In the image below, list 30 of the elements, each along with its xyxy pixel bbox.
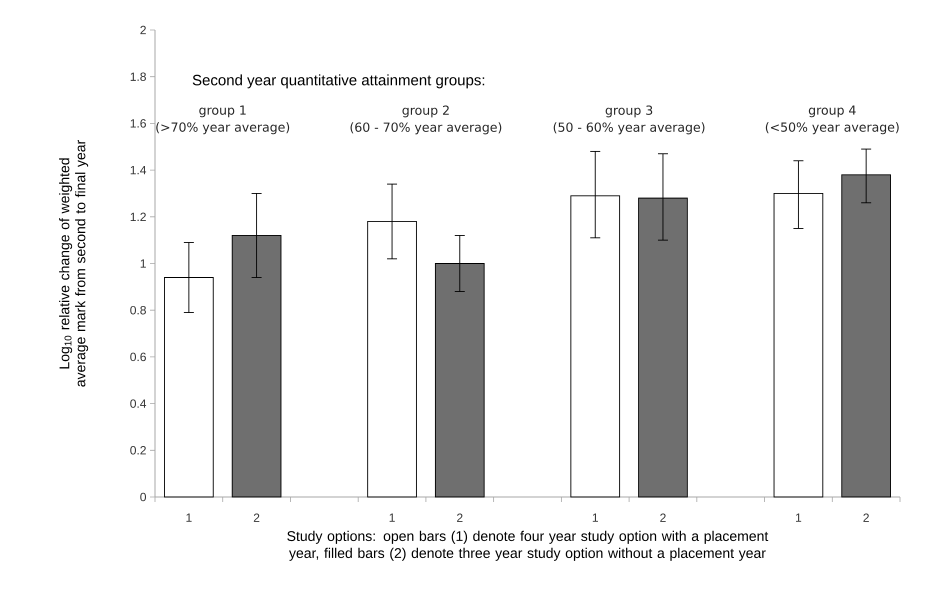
y-tick-label: 0 <box>140 492 146 502</box>
annotation: (60 - 70% year average) <box>350 122 502 134</box>
annotation: group 1 <box>199 106 246 118</box>
x-tick-label: 1 <box>186 514 192 522</box>
y-tick-label: 1.4 <box>130 166 146 174</box>
y-tick-label: 1 <box>140 259 146 268</box>
annotation: (<50% year average) <box>766 122 899 134</box>
annotation: (>70% year average) <box>156 122 290 134</box>
annotation: group 4 <box>808 106 856 118</box>
x-tick-label: 2 <box>660 514 666 522</box>
x-axis-title: Study options: open bars (1) denote four year study option with a placement year, filled bars (2) denote three year study option without a placement year <box>287 530 768 561</box>
y-tick-label: 0.4 <box>130 399 146 408</box>
y-tick-label: 2 <box>140 26 146 34</box>
y-tick-label: 1.8 <box>130 72 146 81</box>
y-tick-label: 1.6 <box>130 119 146 128</box>
x-tick-label: 2 <box>254 514 260 522</box>
x-tick-label: 1 <box>390 514 395 522</box>
x-tick-label: 2 <box>457 514 463 522</box>
x-tick-label: 1 <box>592 514 598 522</box>
y-tick-label: 0.6 <box>130 352 146 362</box>
annotation: (50 - 60% year average) <box>554 122 704 134</box>
x-tick-label: 1 <box>796 514 802 522</box>
y-tick-label: 0.2 <box>130 446 146 455</box>
y-axis-title: Log$_{10}$ relative change of weighted average mark from second to final year <box>59 140 88 387</box>
annotation: Second year quantitative attainment groups: <box>192 74 484 88</box>
y-tick-label: 1.2 <box>130 212 146 221</box>
x-tick-label: 2 <box>863 514 869 522</box>
annotation: group 3 <box>606 105 652 118</box>
annotation: group 2 <box>402 105 449 118</box>
y-tick-label: 0.8 <box>130 306 146 314</box>
